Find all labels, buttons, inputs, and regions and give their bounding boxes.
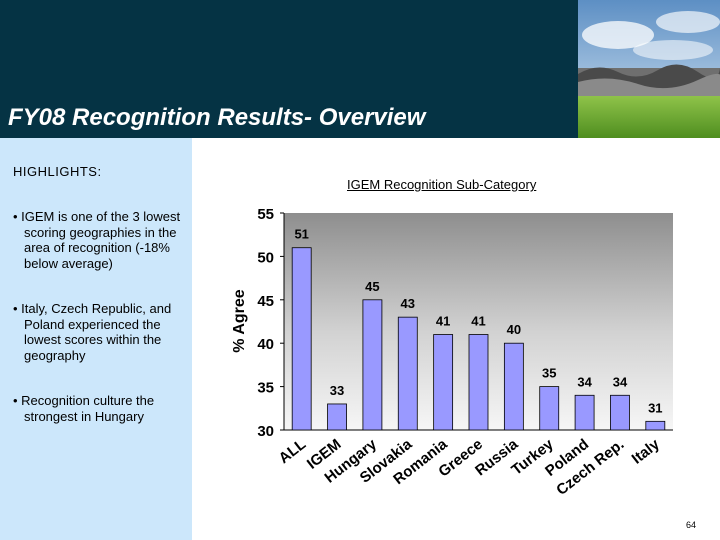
bar-value-label: 45	[365, 279, 379, 294]
bar-italy	[645, 420, 666, 431]
x-tick-label: ALL	[276, 436, 309, 467]
bar-value-label: 40	[507, 322, 521, 337]
bar-value-label: 41	[471, 314, 485, 329]
highlights-panel	[0, 138, 192, 540]
bar-slovakia	[397, 316, 418, 431]
y-tick-label: 40	[257, 336, 274, 353]
bar-greece	[468, 334, 489, 431]
y-axis-label: % Agree	[231, 289, 248, 353]
x-tick-label: Italy	[629, 435, 664, 467]
bar-value-label: 31	[648, 400, 662, 415]
highlights-heading: HIGHLIGHTS:	[13, 164, 102, 179]
page-number: 64	[686, 520, 697, 530]
bar-value-label: 35	[542, 366, 556, 381]
highlight-bullet-2: • Italy, Czech Republic, and Poland expe…	[13, 301, 172, 363]
y-ticks: 30 35 40 45 50 55	[257, 206, 284, 440]
bar-value-label: 51	[294, 227, 308, 242]
bar-all	[291, 247, 312, 431]
slide-title: FY08 Recognition Results- Overview	[8, 104, 426, 131]
highlight-bullet-1: • IGEM is one of the 3 lowest scoring ge…	[13, 209, 181, 271]
bar-value-label: 34	[577, 374, 592, 389]
bar-turkey	[539, 386, 560, 431]
bar-value-label: 43	[401, 296, 415, 311]
bar-czech-rep	[610, 394, 630, 431]
crowd-photo	[578, 0, 720, 138]
bar-hungary	[362, 299, 383, 431]
bar-value-label: 34	[613, 374, 628, 389]
y-tick-label: 55	[257, 206, 274, 223]
y-tick-label: 50	[257, 249, 274, 266]
chart-title: IGEM Recognition Sub-Category	[347, 177, 537, 192]
y-tick-label: 45	[257, 293, 274, 310]
bar-value-label: 33	[330, 383, 344, 398]
bar-poland	[574, 394, 595, 431]
bar-romania	[433, 334, 454, 431]
y-tick-label: 30	[257, 423, 274, 440]
bar-value-label: 41	[436, 314, 450, 329]
highlight-bullet-3: • Recognition culture the strongest in H…	[13, 393, 155, 424]
bar-igem	[327, 403, 347, 431]
y-tick-label: 35	[257, 380, 274, 397]
bar-russia	[503, 342, 524, 431]
